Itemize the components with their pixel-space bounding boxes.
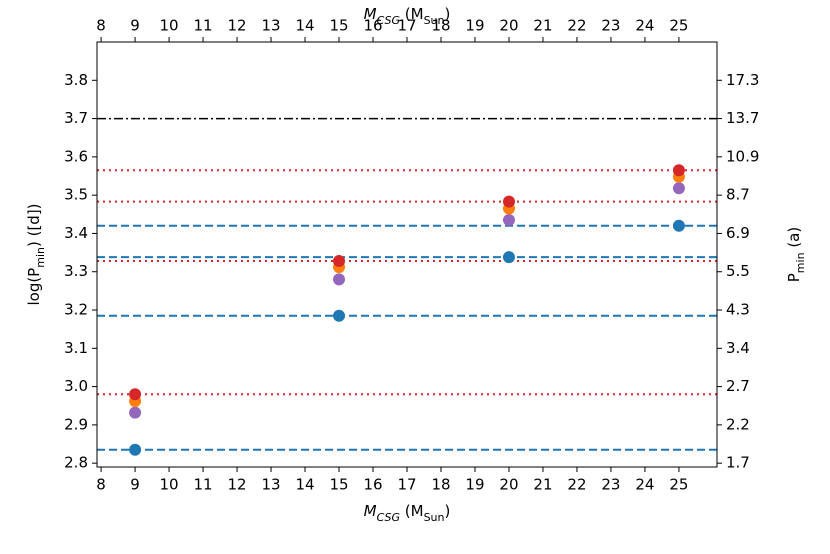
- axis-label-part: P: [785, 273, 803, 282]
- top-x-tick-label: 24: [635, 17, 654, 35]
- point: [502, 195, 515, 208]
- x-tick-label: 11: [194, 476, 213, 494]
- point: [129, 388, 142, 401]
- top-x-tick-label: 23: [601, 17, 620, 35]
- x-tick-label: 9: [130, 476, 140, 494]
- axis-label-part: ) ([d]): [25, 203, 43, 247]
- top-x-tick-label: 20: [499, 17, 518, 35]
- axis-label-part: min: [34, 247, 47, 268]
- y2-tick-label: 4.3: [726, 301, 750, 319]
- axis-label-part: (M: [400, 502, 424, 520]
- axis-label-part: M: [364, 502, 377, 520]
- y2-tick-label: 10.9: [726, 147, 759, 165]
- point: [672, 164, 685, 177]
- y2-tick-label: 3.4: [726, 339, 750, 357]
- plot-frame: [96, 41, 718, 468]
- point: [502, 251, 515, 264]
- axis-label-part: log(P: [25, 268, 43, 306]
- x-tick-label: 20: [499, 476, 518, 494]
- top-x-tick-label: 22: [567, 17, 586, 35]
- x-tick-label: 23: [601, 476, 620, 494]
- y-tick-label: 3.3: [64, 262, 88, 280]
- y-tick-label: 3.0: [64, 377, 88, 395]
- top-x-tick-label: 15: [329, 17, 348, 35]
- y-tick-label: 3.4: [64, 224, 88, 242]
- point: [129, 406, 142, 419]
- axis-label: Pmin (a): [785, 227, 807, 282]
- y2-tick-label: 13.7: [726, 109, 759, 127]
- x-tick-label: 19: [465, 476, 484, 494]
- x-tick-label: 21: [533, 476, 552, 494]
- y2-tick-label: 8.7: [726, 186, 750, 204]
- x-tick-label: 18: [431, 476, 450, 494]
- axis-label-part: Sun: [424, 14, 445, 27]
- y2-tick-label: 17.3: [726, 71, 759, 89]
- x-tick-label: 10: [160, 476, 179, 494]
- top-x-tick-label: 10: [160, 17, 179, 35]
- top-x-tick-label: 11: [194, 17, 213, 35]
- axis-label-part: CSG: [377, 14, 400, 27]
- y-tick-label: 3.2: [64, 301, 88, 319]
- x-tick-label: 15: [329, 476, 348, 494]
- axis-label-part: min: [794, 252, 807, 273]
- top-x-tick-label: 12: [227, 17, 246, 35]
- point: [129, 443, 142, 456]
- axis-label: log(Pmin) ([d]): [25, 203, 47, 305]
- top-x-tick-label: 19: [465, 17, 484, 35]
- top-x-tick-label: 17: [397, 17, 416, 35]
- x-tick-label: 12: [227, 476, 246, 494]
- y-tick-label: 2.9: [64, 415, 88, 433]
- x-tick-label: 16: [363, 476, 382, 494]
- axis-label-part: CSG: [377, 511, 400, 524]
- y2-tick-label: 1.7: [726, 454, 750, 472]
- top-x-tick-label: 13: [261, 17, 280, 35]
- y2-tick-label: 6.9: [726, 224, 750, 242]
- point: [333, 255, 346, 268]
- x-tick-label: 13: [261, 476, 280, 494]
- top-x-tick-label: 16: [363, 17, 382, 35]
- axis-label-part: (a): [785, 227, 803, 253]
- point: [672, 219, 685, 232]
- top-x-tick-label: 18: [431, 17, 450, 35]
- axis-label-part: Sun: [424, 511, 445, 524]
- top-x-tick-label: 8: [96, 17, 106, 35]
- x-tick-label: 22: [567, 476, 586, 494]
- x-tick-label: 25: [669, 476, 688, 494]
- y-tick-label: 3.7: [64, 109, 88, 127]
- x-tick-label: 14: [295, 476, 314, 494]
- y-tick-label: 3.1: [64, 339, 88, 357]
- y-tick-label: 3.8: [64, 71, 88, 89]
- axis-label-part: (M: [400, 5, 424, 23]
- axis-label: MCSG (MSun): [364, 502, 451, 524]
- x-tick-label: 24: [635, 476, 654, 494]
- y2-tick-label: 2.7: [726, 377, 750, 395]
- x-tick-label: 17: [397, 476, 416, 494]
- top-x-tick-label: 21: [533, 17, 552, 35]
- point: [333, 309, 346, 322]
- axis-label-part: ): [445, 5, 451, 23]
- y2-tick-label: 2.2: [726, 415, 750, 433]
- axis-label-part: M: [364, 5, 377, 23]
- point: [333, 273, 346, 286]
- point: [672, 182, 685, 195]
- top-x-tick-label: 9: [130, 17, 140, 35]
- x-tick-label: 8: [96, 476, 106, 494]
- top-x-tick-label: 14: [295, 17, 314, 35]
- point: [502, 214, 515, 227]
- y-tick-label: 3.5: [64, 186, 88, 204]
- top-x-tick-label: 25: [669, 17, 688, 35]
- axis-label: MCSG (MSun): [364, 5, 451, 27]
- y-tick-label: 3.6: [64, 147, 88, 165]
- axis-label-part: ): [445, 502, 451, 520]
- y2-tick-label: 5.5: [726, 262, 750, 280]
- y-tick-label: 2.8: [64, 454, 88, 472]
